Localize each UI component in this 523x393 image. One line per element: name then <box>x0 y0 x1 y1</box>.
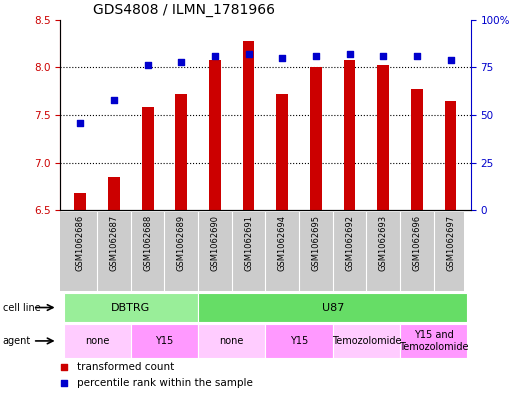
Point <box>211 53 219 59</box>
Bar <box>198 324 266 358</box>
Bar <box>63 293 198 322</box>
Point <box>299 158 307 164</box>
Bar <box>411 89 423 210</box>
Text: GSM1062687: GSM1062687 <box>109 215 119 271</box>
Text: GSM1062693: GSM1062693 <box>379 215 388 271</box>
Point <box>446 57 454 63</box>
Text: U87: U87 <box>322 303 344 312</box>
Bar <box>209 60 221 210</box>
Text: agent: agent <box>3 336 31 346</box>
Point <box>379 53 388 59</box>
Text: percentile rank within the sample: percentile rank within the sample <box>76 378 253 388</box>
Text: DBTRG: DBTRG <box>111 303 151 312</box>
Bar <box>108 177 120 210</box>
Text: GSM1062691: GSM1062691 <box>244 215 253 270</box>
Bar <box>310 67 322 210</box>
Text: GSM1062695: GSM1062695 <box>311 215 321 270</box>
Point <box>299 301 307 307</box>
Text: none: none <box>85 336 109 346</box>
Bar <box>63 324 131 358</box>
Bar <box>243 40 255 210</box>
Bar <box>175 94 187 210</box>
Text: none: none <box>220 336 244 346</box>
Text: Temozolomide: Temozolomide <box>332 336 401 346</box>
Point <box>143 62 152 68</box>
Bar <box>131 324 198 358</box>
Point <box>312 53 320 59</box>
Point <box>413 53 421 59</box>
Text: transformed count: transformed count <box>76 362 174 373</box>
Text: Y15: Y15 <box>290 336 308 346</box>
Text: GSM1062697: GSM1062697 <box>446 215 455 271</box>
Bar <box>333 324 400 358</box>
Point <box>76 119 85 126</box>
Text: GSM1062690: GSM1062690 <box>210 215 220 270</box>
Text: GSM1062694: GSM1062694 <box>278 215 287 270</box>
Bar <box>198 293 468 322</box>
Text: GSM1062692: GSM1062692 <box>345 215 354 270</box>
Point <box>177 59 186 65</box>
Point <box>278 55 287 61</box>
Point <box>345 51 354 57</box>
Bar <box>142 107 154 210</box>
Text: GDS4808 / ILMN_1781966: GDS4808 / ILMN_1781966 <box>93 3 275 17</box>
Bar <box>74 193 86 210</box>
Text: GSM1062686: GSM1062686 <box>76 215 85 271</box>
Text: GSM1062696: GSM1062696 <box>412 215 422 271</box>
Bar <box>266 324 333 358</box>
Bar <box>344 60 356 210</box>
Text: GSM1062689: GSM1062689 <box>177 215 186 271</box>
Point <box>110 97 118 103</box>
Text: GSM1062688: GSM1062688 <box>143 215 152 271</box>
Text: cell line: cell line <box>3 303 40 312</box>
Bar <box>445 101 457 210</box>
Text: Y15: Y15 <box>155 336 174 346</box>
Bar <box>377 65 389 210</box>
Point <box>244 51 253 57</box>
Bar <box>276 94 288 210</box>
Text: Y15 and
Temozolomide: Y15 and Temozolomide <box>399 330 469 352</box>
Bar <box>400 324 468 358</box>
